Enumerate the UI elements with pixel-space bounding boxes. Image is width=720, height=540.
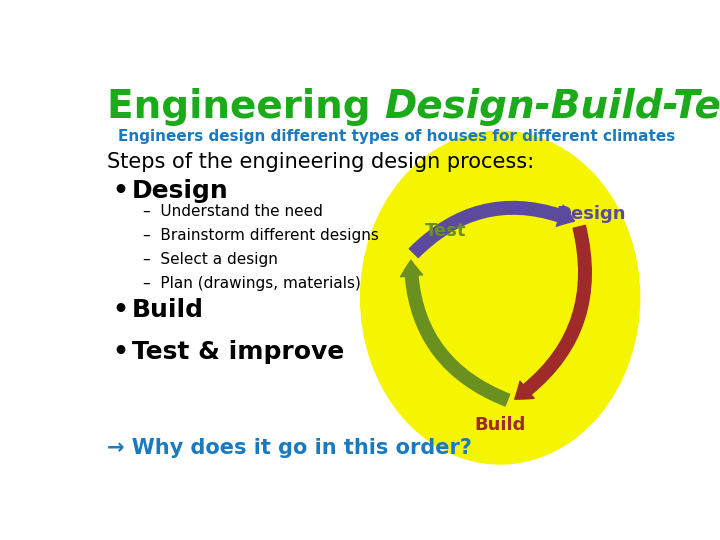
Text: –  Plan (drawings, materials): – Plan (drawings, materials)	[143, 276, 361, 292]
Text: → Why does it go in this order?: → Why does it go in this order?	[107, 438, 472, 458]
Text: Build: Build	[132, 299, 204, 322]
Text: •: •	[112, 299, 128, 322]
Text: –  Understand the need: – Understand the need	[143, 204, 323, 219]
Text: Design-Build-Test: Design-Build-Test	[384, 87, 720, 126]
Text: –  Brainstorm different designs: – Brainstorm different designs	[143, 228, 379, 243]
Text: Build: Build	[474, 416, 526, 434]
Text: •: •	[112, 179, 128, 203]
Text: •: •	[112, 340, 128, 364]
Text: –  Select a design: – Select a design	[143, 252, 278, 267]
Ellipse shape	[361, 131, 639, 464]
Text: Engineering: Engineering	[107, 87, 384, 126]
Text: Test & improve: Test & improve	[132, 340, 344, 364]
Text: Design: Design	[556, 206, 626, 224]
FancyArrowPatch shape	[400, 260, 510, 406]
FancyArrowPatch shape	[515, 225, 591, 399]
Text: Test: Test	[425, 222, 467, 240]
Text: Engineers design different types of houses for different climates: Engineers design different types of hous…	[118, 129, 675, 144]
FancyArrowPatch shape	[410, 201, 575, 258]
Text: Design: Design	[132, 179, 229, 203]
Text: Steps of the engineering design process:: Steps of the engineering design process:	[107, 152, 534, 172]
